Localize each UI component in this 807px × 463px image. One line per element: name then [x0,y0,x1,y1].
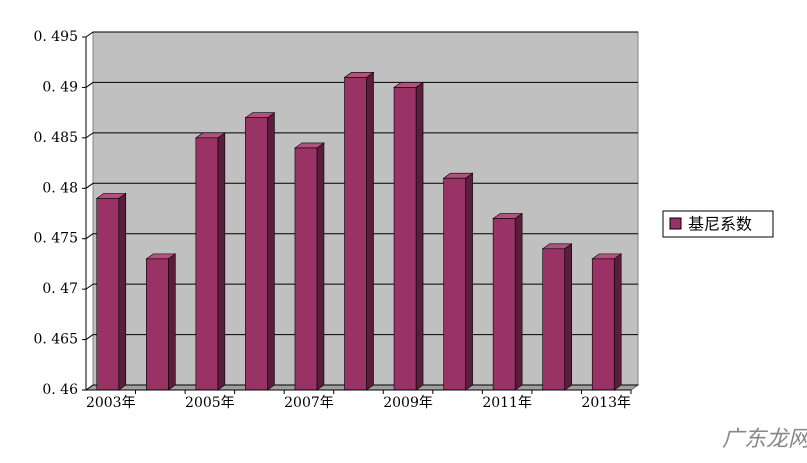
x-tick-label: 2009年 [383,395,433,411]
grid-depth [85,182,94,189]
grid-depth [85,31,94,38]
bar-front [591,258,615,391]
x-tick-label: 2003年 [86,395,136,411]
bar-front [96,198,120,391]
grid-depth [85,233,94,240]
bars [95,71,623,391]
y-tick-label: 0. 49 [42,79,78,95]
bar-side [613,253,622,391]
grid-depth [85,82,94,88]
bar [294,142,325,391]
y-tick-label: 0. 47 [42,281,78,297]
watermark: 广东龙网 [722,427,807,452]
grid-depth [85,384,94,391]
bar-side [316,142,325,391]
bar-side [267,112,275,391]
bar [145,253,177,391]
bar [194,132,226,391]
y-tick-label: 0. 48 [42,180,78,196]
grid-depth [85,132,94,139]
bar-side [415,81,424,391]
grid-depth [85,283,94,290]
bar [393,81,424,391]
bar-front [344,77,367,391]
bar-front [245,117,268,391]
bar-front [146,258,169,391]
x-tick-label: 2007年 [284,395,334,411]
x-tick-label: 2011年 [482,395,532,411]
legend-label: 基尼系数 [688,215,752,234]
y-tick-label: 0. 485 [33,130,78,146]
y-tick-label: 0. 46 [42,382,78,398]
bar-side [564,243,572,391]
bar-front [542,248,565,391]
bar-front [195,137,219,391]
y-tick-label: 0. 475 [33,231,78,247]
bar [442,172,474,391]
bar-front [393,87,417,391]
bar-front [443,177,466,391]
y-tick-label: 0. 495 [33,29,78,45]
bar-side [465,172,473,391]
x-tick-label: 2013年 [581,395,631,411]
bar [343,71,375,391]
bar-side [118,192,127,391]
bar-side [366,71,374,391]
bar [541,243,573,391]
bar-side [168,253,176,391]
y-tick-label: 0. 465 [33,332,78,348]
legend: 基尼系数 [662,210,774,238]
bar [95,192,127,391]
bar-front [294,147,318,391]
grid-depth [85,334,94,340]
x-tick-label: 2005年 [185,395,235,411]
bar-front [492,218,516,391]
bar [591,253,623,391]
legend-swatch [669,217,682,230]
bar-side [514,212,523,391]
bar [492,212,524,391]
bar-side [217,132,226,391]
bar [244,112,276,391]
